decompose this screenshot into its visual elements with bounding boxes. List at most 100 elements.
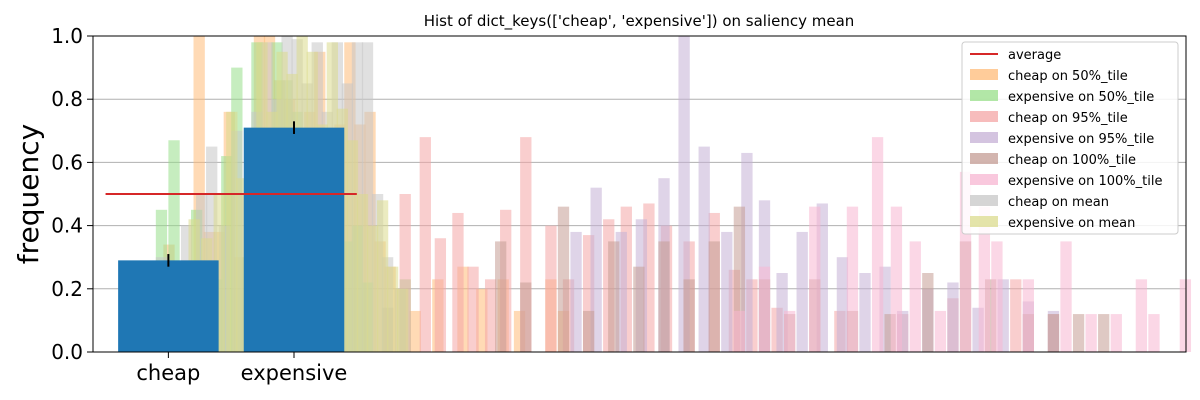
hist-bar: [399, 194, 411, 352]
hist-bar: [721, 231, 733, 352]
hist-bar: [520, 282, 532, 352]
hist-bar: [997, 279, 1009, 352]
hist-bar: [890, 206, 903, 352]
legend-label: expensive on mean: [1008, 216, 1135, 231]
legend-label: cheap on 95%_tile: [1008, 111, 1128, 126]
hist-bar: [934, 310, 947, 352]
hist-bar: [859, 273, 871, 352]
hist-bar: [346, 140, 359, 352]
legend-swatch: [970, 174, 998, 185]
hist-bar: [1010, 279, 1022, 352]
hist-bar: [1072, 314, 1085, 352]
hist-bar: [846, 206, 859, 352]
hist-bar: [608, 241, 620, 352]
hist-bar: [615, 231, 627, 352]
hist-bar: [683, 279, 695, 352]
hist-bar: [809, 206, 821, 352]
chart-title: Hist of dict_keys(['cheap', 'expensive']…: [424, 12, 855, 31]
hist-bar: [678, 36, 690, 352]
y-tick-label: 0.6: [51, 150, 83, 174]
y-tick-label: 0.0: [51, 340, 83, 364]
hist-bar: [733, 310, 746, 352]
legend-label: expensive on 100%_tile: [1008, 174, 1162, 189]
hist-bar: [366, 225, 379, 352]
hist-bar: [376, 200, 389, 352]
hist-bar: [741, 152, 753, 352]
legend: average cheap on 50%_tile expensive on 50%…: [961, 41, 1179, 235]
hist-bar: [1148, 314, 1160, 352]
hist-bar: [633, 266, 645, 352]
hist-bar: [897, 310, 909, 352]
hist-bar: [1022, 279, 1034, 352]
hist-bar: [1098, 314, 1110, 352]
legend-label: cheap on 50%_tile: [1008, 69, 1128, 84]
y-tick-label: 0.8: [51, 87, 83, 111]
legend-swatch: [970, 216, 998, 227]
legend-swatch: [970, 111, 998, 122]
hist-bar: [783, 310, 796, 352]
y-axis-label: frequency: [12, 124, 45, 264]
hist-bar: [978, 206, 991, 352]
plot-frame: [92, 35, 1187, 353]
hist-bar: [884, 314, 896, 352]
y-tick-label: 0.2: [51, 277, 83, 301]
legend-swatch: [970, 90, 998, 101]
hist-bar: [1060, 241, 1072, 352]
hist-bar: [836, 257, 849, 352]
hist-bar: [397, 288, 409, 352]
hist-bar: [984, 279, 997, 352]
hist-bar: [213, 194, 225, 352]
hist-bar: [386, 266, 399, 352]
legend-label: expensive on 95%_tile: [1008, 132, 1154, 147]
hist-bar: [582, 310, 595, 352]
hist-bar: [590, 187, 602, 352]
hist-bar: [643, 203, 655, 352]
hist-bar: [1110, 314, 1122, 352]
main-bar: [118, 260, 219, 352]
legend-label: cheap on 100%_tile: [1008, 153, 1136, 168]
hist-bar: [513, 310, 526, 352]
hist-bar: [1179, 279, 1192, 352]
hist-bar: [909, 241, 921, 352]
hist-bar: [698, 146, 710, 352]
legend-box: [961, 41, 1179, 235]
hist-bar: [1085, 314, 1097, 352]
hist-bar: [733, 206, 746, 352]
hist-bar: [356, 194, 369, 352]
hist-bar: [226, 111, 238, 352]
axes-layer: 0.0 0.2 0.4 0.6 0.8 1.0 cheap expensive: [51, 24, 1187, 385]
hist-bar: [991, 241, 1003, 352]
hist-bar: [495, 241, 507, 352]
hist-bar: [570, 231, 582, 352]
hist-bar: [922, 273, 934, 352]
main-bars-layer: [105, 121, 357, 352]
x-tick-label: cheap: [136, 361, 200, 385]
legend-label: average: [1008, 48, 1061, 63]
hist-bar: [758, 266, 771, 352]
hist-bar: [879, 266, 891, 352]
legend-swatch: [970, 69, 998, 80]
legend-swatch: [970, 132, 998, 143]
hist-bar: [434, 238, 447, 352]
hist-bar: [816, 203, 828, 352]
hist-bar: [947, 282, 959, 352]
legend-label: expensive on 50%_tile: [1008, 90, 1154, 105]
hist-bar: [972, 307, 984, 352]
legend-swatch: [970, 195, 998, 206]
hist-bar: [452, 212, 464, 352]
hist-bar: [959, 171, 972, 352]
y-tick-label: 0.4: [51, 214, 83, 238]
legend-swatch: [970, 153, 998, 164]
hist-bar: [168, 140, 180, 352]
legend-label: cheap on mean: [1008, 195, 1109, 210]
y-tick-label: 1.0: [51, 24, 83, 48]
hist-bar: [1047, 314, 1060, 352]
hist-bar: [520, 137, 532, 352]
hist-bar: [419, 137, 431, 352]
hist-bar: [1135, 279, 1148, 352]
hist-bar: [776, 273, 788, 352]
hist-bar: [796, 231, 808, 352]
hist-bar: [708, 241, 720, 352]
hist-bar: [484, 279, 497, 352]
